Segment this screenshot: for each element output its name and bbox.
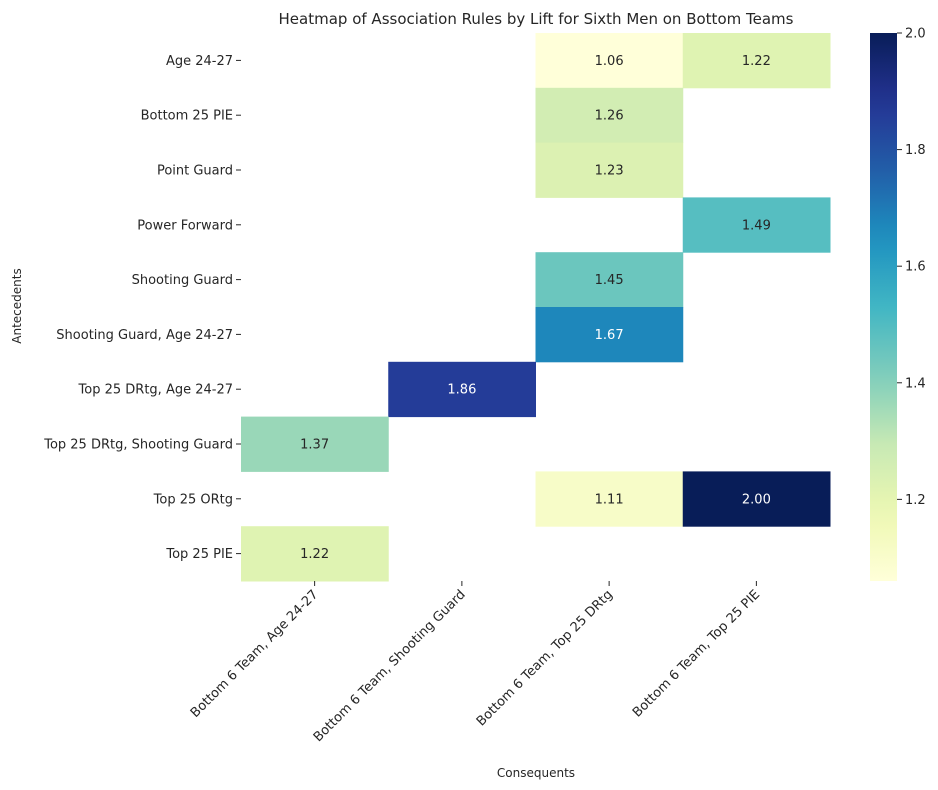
y-tick-label: Bottom 25 PIE xyxy=(141,109,233,124)
heatmap-cell xyxy=(535,87,684,144)
cell-value-label: 1.45 xyxy=(595,273,624,288)
colorbar-tick-label: 1.8 xyxy=(905,143,926,158)
x-tick-label: Bottom 6 Team, Age 24-27 xyxy=(188,587,322,721)
cell-value-label: 1.22 xyxy=(742,54,771,69)
cell-value-label: 1.11 xyxy=(595,492,624,507)
cell-value-label: 1.37 xyxy=(300,438,329,453)
heatmap-cell xyxy=(241,526,389,582)
heatmap-cell xyxy=(535,252,684,308)
y-tick-label: Power Forward xyxy=(137,218,233,233)
y-tick-label: Top 25 ORtg xyxy=(153,492,233,507)
heatmap-cell xyxy=(535,142,684,198)
heatmap-cell xyxy=(241,416,389,472)
colorbar-tick-label: 2.0 xyxy=(905,27,926,42)
heatmap-cell xyxy=(535,471,684,527)
cell-value-label: 1.23 xyxy=(595,164,624,179)
heatmap-cell xyxy=(535,33,684,89)
colorbar-tick-label: 1.4 xyxy=(905,376,926,391)
cell-value-labels: 1.06 1.22 1.26 1.23 1.49 1.45 1.67 1.86 1.37 1.11… xyxy=(300,54,771,562)
cell-value-label: 1.49 xyxy=(742,218,771,233)
y-tick-label: Top 25 PIE xyxy=(165,547,233,562)
y-tick-label: Point Guard xyxy=(157,164,233,179)
colorbar xyxy=(870,33,897,581)
colorbar-ticks: 1.2 1.4 1.6 1.8 2.0 xyxy=(897,27,926,508)
y-tick-label: Shooting Guard xyxy=(132,273,233,288)
colorbar-tick-label: 1.2 xyxy=(905,493,926,508)
cell-value-label: 2.00 xyxy=(742,492,771,507)
heatmap-cell xyxy=(682,197,831,253)
cell-value-label: 1.06 xyxy=(595,54,624,69)
y-tick-label: Top 25 DRtg, Age 24-27 xyxy=(78,383,233,398)
cell-value-label: 1.67 xyxy=(595,328,624,343)
cell-value-label: 1.22 xyxy=(300,547,329,562)
y-tick-label: Shooting Guard, Age 24-27 xyxy=(56,328,233,343)
heatmap-cell xyxy=(682,471,831,527)
heatmap-cells xyxy=(241,33,831,582)
heatmap-cell xyxy=(682,33,831,89)
chart-title: Heatmap of Association Rules by Lift for… xyxy=(279,10,794,28)
cell-value-label: 1.26 xyxy=(595,109,624,124)
y-tick-label: Top 25 DRtg, Shooting Guard xyxy=(43,438,233,453)
y-tick-label: Age 24-27 xyxy=(166,54,233,69)
colorbar-tick-label: 1.6 xyxy=(905,260,926,275)
x-tick-label: Bottom 6 Team, Top 25 DRtg xyxy=(474,587,616,729)
heatmap-cell xyxy=(388,361,536,418)
x-tick-label: Bottom 6 Team, Top 25 PIE xyxy=(630,587,763,720)
x-axis-label: Consequents xyxy=(497,766,575,780)
heatmap-cell xyxy=(535,307,684,363)
y-axis-ticks: Age 24-27 Bottom 25 PIE Point Guard Power F… xyxy=(43,54,241,562)
cell-value-label: 1.86 xyxy=(447,383,476,398)
y-axis-label: Antecedents xyxy=(10,268,24,343)
x-tick-label: Bottom 6 Team, Shooting Guard xyxy=(311,587,469,745)
